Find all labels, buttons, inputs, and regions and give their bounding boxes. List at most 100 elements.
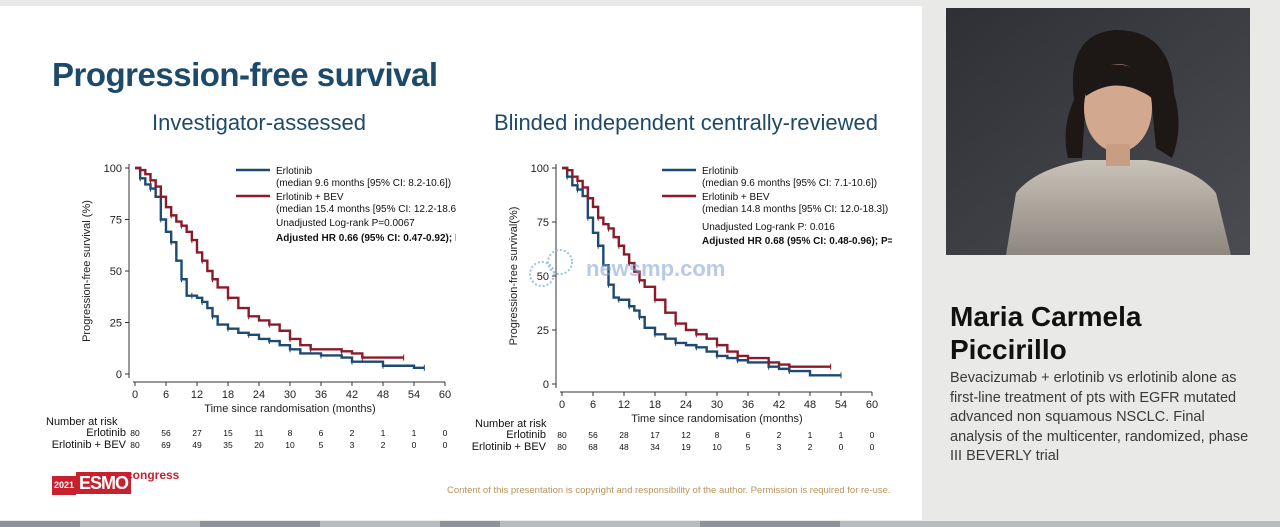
risk-count: 0 — [839, 442, 844, 452]
legend-median-note: (median 9.6 months [95% CI: 7.1-10.6]) — [702, 178, 877, 189]
risk-count: 34 — [650, 442, 660, 452]
risk-count: 5 — [319, 440, 324, 450]
risk-count: 1 — [808, 430, 813, 440]
speaker-name: Maria Carmela Piccirillo — [950, 301, 1142, 365]
risk-count: 8 — [288, 428, 293, 438]
risk-count: 3 — [777, 442, 782, 452]
risk-count: 56 — [161, 428, 171, 438]
risk-count: 8 — [715, 430, 720, 440]
logo-year: 2021 — [52, 476, 77, 495]
risk-count: 6 — [746, 430, 751, 440]
risk-count: 0 — [443, 428, 448, 438]
log-rank-annotation: Unadjusted Log-rank P=0.0067 — [276, 218, 415, 229]
y-tick-label: 0 — [116, 369, 122, 381]
x-tick-label: 0 — [132, 389, 138, 401]
y-tick-label: 50 — [537, 271, 549, 283]
risk-count: 27 — [192, 428, 202, 438]
x-tick-label: 24 — [253, 389, 265, 401]
strip-segment — [200, 521, 320, 527]
risk-table-header: Number at risk — [475, 418, 547, 430]
bottom-progress-strip — [0, 521, 1280, 527]
x-tick-label: 36 — [742, 399, 754, 411]
risk-count: 80 — [130, 428, 140, 438]
legend-median-note: (median 9.6 months [95% CI: 8.2-10.6]) — [276, 178, 451, 189]
y-tick-label: 75 — [537, 217, 549, 229]
risk-count: 20 — [254, 440, 264, 450]
risk-count: 0 — [870, 442, 875, 452]
slide-title: Progression-free survival — [52, 56, 438, 93]
legend-label: Erlotinib — [702, 166, 739, 177]
x-tick-label: 60 — [866, 399, 878, 411]
watermark: newsmp.com — [528, 244, 768, 294]
hazard-ratio-annotation: Adjusted HR 0.66 (95% CI: 0.47-0.92); P=… — [276, 233, 457, 244]
x-tick-label: 30 — [711, 399, 723, 411]
legend-label: Erlotinib + BEV — [276, 192, 344, 203]
y-axis-label: Progression-free survival (%) — [81, 200, 93, 342]
km-chart-investigator: 0 25 50 75 100 0 6 12 18 24 30 36 42 48 54 60 Time since… — [32, 146, 457, 466]
y-tick-label: 25 — [537, 325, 549, 337]
risk-count: 0 — [412, 440, 417, 450]
x-axis-label: Time since randomisation (months) — [631, 413, 802, 425]
risk-row-label: Erlotinib + BEV — [472, 441, 547, 453]
risk-count: 3 — [350, 440, 355, 450]
y-tick-label: 75 — [110, 215, 122, 227]
legend-median-note: (median 15.4 months [95% CI: 12.2-18.6]) — [276, 204, 457, 215]
risk-table-header: Number at risk — [46, 416, 118, 428]
km-chart-central: 0 25 50 75 100 0 6 12 18 24 30 36 42 48 54 60 Time since… — [456, 146, 892, 466]
x-tick-label: 54 — [835, 399, 847, 411]
risk-count: 48 — [619, 442, 629, 452]
watermark-text: newsmp.com — [586, 256, 726, 281]
risk-count: 1 — [412, 428, 417, 438]
risk-count: 1 — [381, 428, 386, 438]
x-tick-label: 60 — [439, 389, 451, 401]
risk-count: 2 — [777, 430, 782, 440]
x-tick-label: 18 — [649, 399, 661, 411]
chart-2-title: Blinded independent centrally-reviewed — [494, 110, 879, 135]
x-tick-label: 30 — [284, 389, 296, 401]
talk-description: Bevacizumab + erlotinib vs erlotinib alo… — [950, 370, 1249, 464]
x-tick-label: 6 — [163, 389, 169, 401]
risk-count: 11 — [255, 428, 264, 438]
risk-count: 80 — [130, 440, 140, 450]
risk-count: 10 — [285, 440, 295, 450]
y-tick-label: 0 — [543, 379, 549, 391]
risk-row-label: Erlotinib — [86, 427, 126, 439]
x-tick-label: 48 — [377, 389, 389, 401]
x-tick-label: 12 — [191, 389, 203, 401]
x-tick-label: 24 — [680, 399, 692, 411]
y-tick-label: 25 — [110, 318, 122, 330]
strip-segment — [700, 521, 840, 527]
legend-label: Erlotinib + BEV — [702, 192, 770, 203]
y-tick-label: 50 — [110, 266, 122, 278]
risk-count: 12 — [681, 430, 691, 440]
x-tick-label: 54 — [408, 389, 420, 401]
legend-label: Erlotinib — [276, 166, 313, 177]
risk-count: 10 — [712, 442, 722, 452]
risk-row-label: Erlotinib — [506, 429, 546, 441]
hazard-ratio-annotation: Adjusted HR 0.68 (95% CI: 0.48-0.96); P=… — [702, 236, 892, 247]
x-tick-label: 42 — [773, 399, 785, 411]
risk-count: 28 — [619, 430, 629, 440]
risk-count: 1 — [839, 430, 844, 440]
risk-count: 68 — [588, 442, 598, 452]
risk-count: 56 — [588, 430, 598, 440]
x-tick-label: 12 — [618, 399, 630, 411]
risk-count: 0 — [443, 440, 448, 450]
risk-count: 15 — [223, 428, 233, 438]
x-tick-label: 48 — [804, 399, 816, 411]
risk-count: 19 — [681, 442, 691, 452]
risk-count: 17 — [650, 430, 660, 440]
risk-count: 2 — [381, 440, 386, 450]
risk-count: 80 — [557, 442, 567, 452]
km-curve-erlotinib — [135, 166, 425, 370]
risk-count: 0 — [870, 430, 875, 440]
x-tick-label: 6 — [590, 399, 596, 411]
x-axis-label: Time since randomisation (months) — [204, 403, 375, 415]
x-tick-label: 0 — [559, 399, 565, 411]
speaker-video — [946, 8, 1250, 255]
logo-suffix: congress — [126, 468, 180, 482]
y-tick-label: 100 — [531, 163, 549, 175]
x-tick-label: 42 — [346, 389, 358, 401]
